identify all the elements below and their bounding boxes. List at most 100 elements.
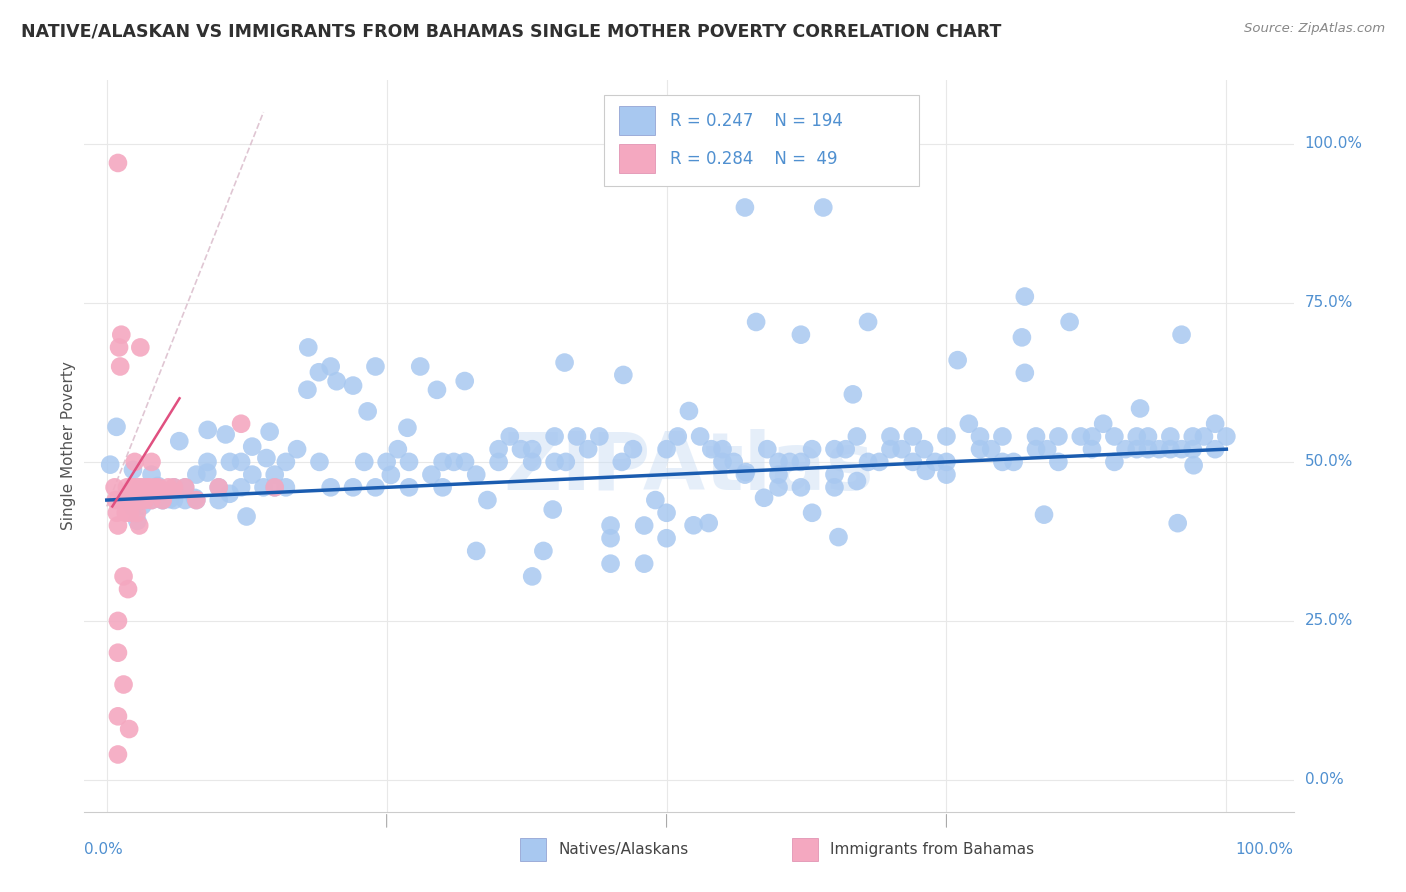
Point [1215,429,1237,443]
Point [115,480,138,494]
Point [633,557,655,571]
Text: 25.0%: 25.0% [1305,614,1353,628]
Point [157,480,180,494]
Point [914,464,936,478]
Point [957,417,980,431]
Point [1081,442,1104,457]
Point [1025,442,1047,457]
Point [991,429,1014,443]
Point [856,455,879,469]
Point [824,442,846,457]
Point [531,544,554,558]
Point [790,480,813,494]
Point [801,506,824,520]
Point [426,383,449,397]
Point [141,455,163,469]
Point [1070,429,1092,443]
Point [633,518,655,533]
Point [465,467,488,482]
Point [565,429,588,443]
Point [1136,429,1159,443]
Point [409,359,432,374]
Point [396,421,419,435]
Point [297,383,319,397]
Point [218,487,240,501]
Point [1192,429,1215,443]
Point [790,455,813,469]
Point [143,480,166,494]
Point [935,455,957,469]
Point [576,442,599,457]
Point [752,491,775,505]
Point [846,474,869,488]
Point [129,480,152,494]
Point [522,569,544,583]
Point [1126,442,1149,457]
Point [879,429,901,443]
Point [756,442,779,457]
Point [141,493,163,508]
Point [124,455,146,469]
Point [827,530,849,544]
Point [711,442,734,457]
Point [186,467,208,482]
Point [980,442,1002,457]
Point [174,480,197,494]
Point [107,156,129,170]
Point [554,355,576,369]
Bar [792,838,818,862]
Text: 50.0%: 50.0% [1305,454,1353,469]
Point [1181,429,1204,443]
Point [1170,442,1192,457]
Point [342,480,364,494]
Point [104,493,127,508]
Point [184,491,207,505]
Point [105,506,128,520]
Point [488,455,510,469]
Point [120,493,142,508]
Point [735,465,758,479]
Point [219,455,242,469]
Point [655,506,678,520]
Point [465,544,488,558]
Point [118,722,141,736]
Point [124,480,146,494]
Point [215,427,238,442]
Point [454,374,477,388]
Point [121,480,143,494]
Point [197,455,219,469]
Point [252,480,274,494]
Point [890,442,912,457]
Point [655,531,678,545]
Point [138,480,160,494]
Point [122,500,145,514]
Point [148,480,170,494]
Point [768,467,790,482]
Point [1014,366,1036,380]
Point [868,455,890,469]
Point [488,442,510,457]
Bar [520,838,547,862]
Point [114,493,136,508]
Point [125,506,148,520]
Point [117,582,139,596]
Point [946,353,969,368]
Point [1104,455,1126,469]
Point [134,493,156,508]
Point [1002,455,1025,469]
Point [259,425,281,439]
Point [935,429,957,443]
Point [723,455,745,469]
Point [186,493,208,508]
Point [108,359,131,374]
Point [697,516,720,530]
Point [152,493,174,508]
Point [1059,315,1081,329]
Point [700,442,723,457]
Point [127,485,149,500]
Point [554,455,576,469]
Point [186,493,208,508]
Point [454,455,477,469]
Point [824,480,846,494]
Point [443,455,465,469]
